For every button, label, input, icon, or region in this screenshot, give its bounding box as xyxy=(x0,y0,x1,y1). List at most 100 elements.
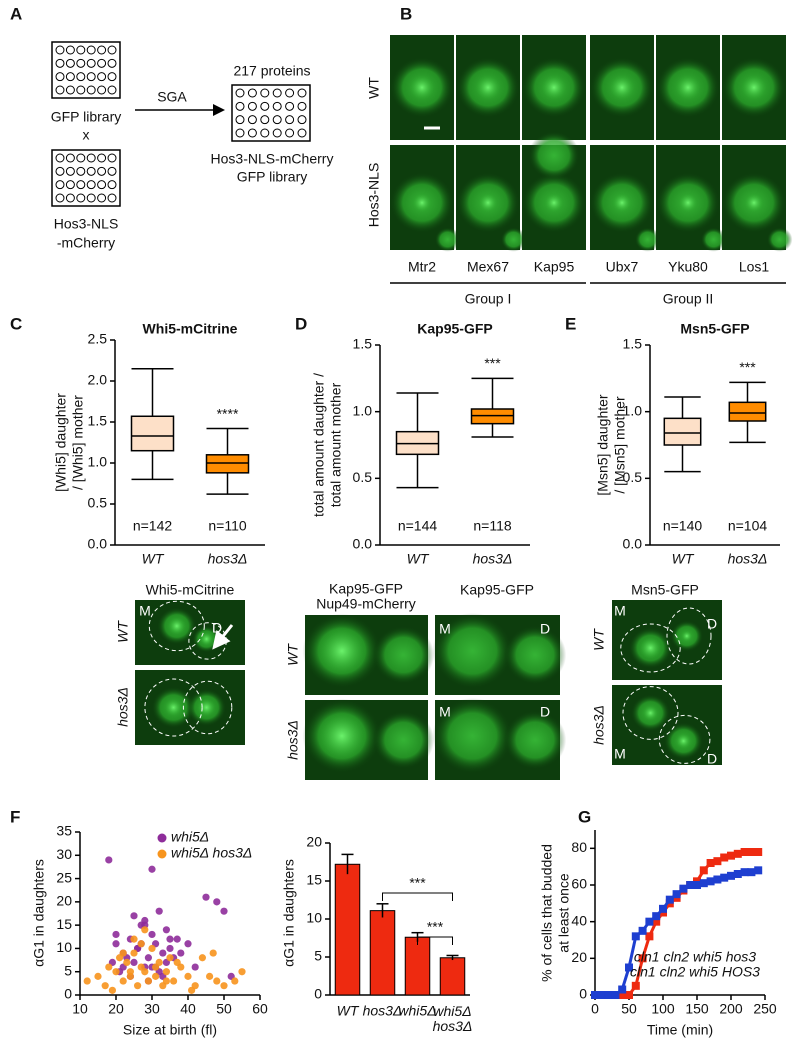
point xyxy=(631,932,640,941)
cell xyxy=(500,227,527,252)
y-tick-label: 15 xyxy=(306,872,322,888)
box xyxy=(130,415,175,452)
label: Nup49-mCherry xyxy=(316,596,416,612)
point xyxy=(665,895,674,904)
well xyxy=(297,101,307,111)
x-tick-label: 10 xyxy=(72,1001,88,1017)
point xyxy=(727,851,735,860)
point xyxy=(747,868,756,877)
box xyxy=(728,401,767,422)
label: GFP library xyxy=(51,109,122,125)
well xyxy=(76,45,86,55)
micrograph xyxy=(612,600,722,680)
significance: *** xyxy=(427,919,444,935)
well xyxy=(235,101,245,111)
nucleus xyxy=(675,733,692,749)
well xyxy=(260,88,270,98)
point xyxy=(141,926,149,934)
label: D xyxy=(707,751,717,767)
x-tick-label: whi5Δ hos3Δ xyxy=(433,1003,473,1034)
point xyxy=(202,893,210,901)
chart-title: Msn5-GFP xyxy=(680,321,749,337)
point xyxy=(148,944,156,953)
point xyxy=(166,935,174,943)
label: Hos3-NLS xyxy=(366,163,382,228)
micrograph xyxy=(390,145,461,252)
point xyxy=(148,865,156,873)
point xyxy=(231,977,239,985)
well xyxy=(76,85,86,95)
label: x xyxy=(83,127,90,143)
cell-outline xyxy=(182,680,233,735)
micrograph xyxy=(612,685,722,765)
point xyxy=(112,930,120,939)
nucleus xyxy=(168,617,186,635)
well xyxy=(65,72,75,82)
nucleus xyxy=(675,74,701,101)
label: M xyxy=(614,603,626,619)
nucleus xyxy=(678,193,698,213)
x-tick-label: whi5Δ xyxy=(398,1003,436,1019)
x-label: Size at birth (fl) xyxy=(123,1022,217,1038)
point xyxy=(155,907,163,915)
panel-letter: B xyxy=(400,4,412,23)
y-label: % of cells that budded xyxy=(539,844,555,982)
label: SGA xyxy=(157,89,187,105)
well xyxy=(107,180,117,190)
well xyxy=(86,45,96,55)
well xyxy=(86,85,96,95)
panel-letter: G xyxy=(578,807,591,826)
plate xyxy=(231,84,311,142)
cell xyxy=(372,625,435,685)
well xyxy=(97,153,107,163)
point xyxy=(94,972,102,980)
y-label: [Whi5] daughter xyxy=(53,393,69,492)
point xyxy=(733,870,742,878)
cell xyxy=(528,131,580,180)
micrograph xyxy=(432,698,567,780)
y-tick-label: 0.0 xyxy=(353,536,373,552)
well xyxy=(65,58,75,68)
significance: *** xyxy=(739,359,756,375)
well xyxy=(247,101,257,111)
y-tick-label: 15 xyxy=(56,916,72,932)
micrograph-bg xyxy=(612,685,722,765)
point xyxy=(130,912,138,920)
point xyxy=(220,982,228,990)
well xyxy=(86,166,96,176)
y-label: [Msn5] daughter xyxy=(595,394,611,496)
well xyxy=(247,115,257,125)
y-tick-label: 30 xyxy=(56,846,72,862)
well xyxy=(55,85,65,95)
x-tick-label: WT xyxy=(407,551,430,567)
point xyxy=(198,954,206,962)
legend-marker xyxy=(157,849,167,859)
label: hos3Δ xyxy=(285,720,301,760)
label: WT xyxy=(366,77,382,99)
cell xyxy=(634,227,661,252)
label: Mtr2 xyxy=(408,259,436,275)
nucleus xyxy=(544,193,564,213)
nucleus xyxy=(744,193,764,213)
well xyxy=(65,45,75,55)
well xyxy=(76,58,86,68)
well xyxy=(235,88,245,98)
n-label: n=104 xyxy=(728,518,768,534)
well xyxy=(107,45,117,55)
y-label: αG1 in daughters xyxy=(281,859,297,967)
label: M xyxy=(139,603,151,619)
y-tick-label: 60 xyxy=(571,876,587,892)
well xyxy=(235,115,245,125)
n-label: n=118 xyxy=(473,518,511,534)
point xyxy=(220,907,228,915)
point xyxy=(209,949,217,957)
well xyxy=(297,128,307,138)
micrograph xyxy=(590,145,661,252)
micrograph xyxy=(656,145,727,252)
well xyxy=(272,88,282,98)
y-tick-label: 35 xyxy=(56,823,72,839)
point xyxy=(105,963,113,971)
well xyxy=(107,72,117,82)
y-tick-label: 80 xyxy=(571,839,587,855)
label: M xyxy=(439,621,451,637)
